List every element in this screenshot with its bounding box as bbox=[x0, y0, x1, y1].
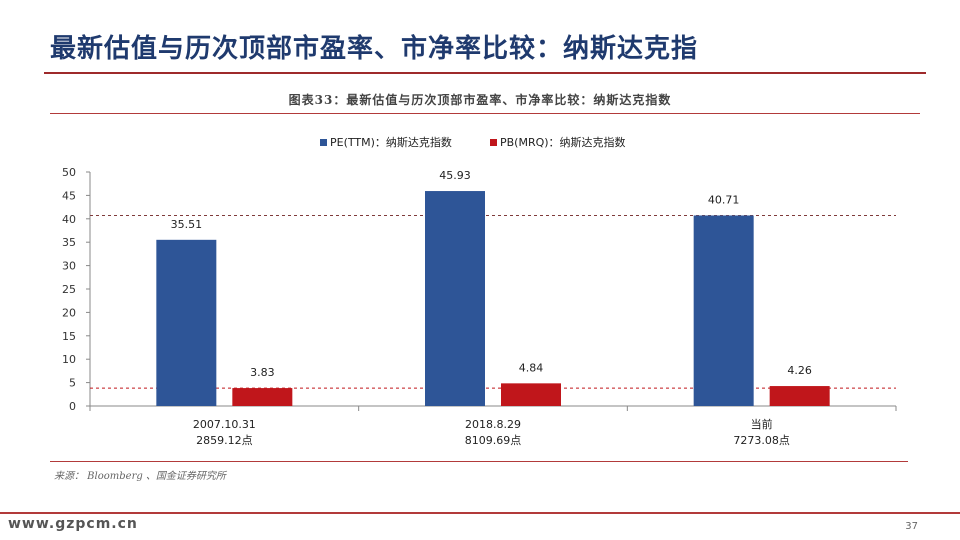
y-tick-label: 50 bbox=[62, 166, 76, 179]
pe-bar bbox=[425, 191, 485, 406]
x-category-label: 2007.10.31 bbox=[193, 418, 256, 431]
page-number: 37 bbox=[905, 521, 918, 532]
source-divider bbox=[50, 461, 908, 462]
pb-bar bbox=[769, 386, 830, 406]
pb-data-label: 4.84 bbox=[519, 361, 544, 374]
x-category-label: 2018.8.29 bbox=[465, 418, 521, 431]
pe-data-label: 35.51 bbox=[171, 218, 203, 231]
legend-pe-label: PE(TTM)：纳斯达克指数 bbox=[330, 135, 452, 149]
caption-divider bbox=[50, 113, 920, 114]
page-title: 最新估值与历次顶部市盈率、市净率比较：纳斯达克指 bbox=[50, 34, 699, 64]
pb-data-label: 4.26 bbox=[787, 364, 812, 377]
x-category-sublabel: 7273.08点 bbox=[733, 434, 790, 447]
x-category-sublabel: 2859.12点 bbox=[196, 434, 253, 447]
legend-pb-label: PB(MRQ)：纳斯达克指数 bbox=[500, 135, 626, 149]
y-tick-label: 15 bbox=[62, 330, 76, 343]
y-tick-label: 10 bbox=[62, 353, 76, 366]
y-tick-label: 45 bbox=[62, 189, 76, 202]
x-category-sublabel: 8109.69点 bbox=[465, 434, 522, 447]
y-tick-label: 25 bbox=[62, 283, 76, 296]
pe-data-label: 45.93 bbox=[439, 169, 471, 182]
pe-bar bbox=[693, 215, 754, 406]
pb-bar bbox=[232, 388, 293, 406]
pe-bar bbox=[156, 239, 217, 406]
title-divider bbox=[44, 72, 926, 74]
source-note: 来源： Bloomberg 、国金证券研究所 bbox=[54, 471, 226, 482]
x-category-label: 当前 bbox=[751, 417, 773, 431]
pe-data-label: 40.71 bbox=[708, 193, 740, 206]
y-tick-label: 5 bbox=[69, 377, 76, 390]
y-tick-label: 30 bbox=[62, 260, 76, 273]
y-tick-label: 35 bbox=[62, 236, 76, 249]
legend-pe-swatch bbox=[320, 139, 327, 146]
footer-divider bbox=[0, 512, 960, 514]
legend-pb-swatch bbox=[490, 139, 497, 146]
watermark-logo: www.gzpcm.cn bbox=[8, 516, 138, 532]
y-tick-label: 0 bbox=[69, 400, 76, 413]
y-tick-label: 40 bbox=[62, 213, 76, 226]
y-tick-label: 20 bbox=[62, 306, 76, 319]
chart-caption: 图表33：最新估值与历次顶部市盈率、市净率比较：纳斯达克指数 bbox=[288, 93, 672, 107]
pb-data-label: 3.83 bbox=[250, 366, 275, 379]
pb-bar bbox=[501, 383, 561, 406]
